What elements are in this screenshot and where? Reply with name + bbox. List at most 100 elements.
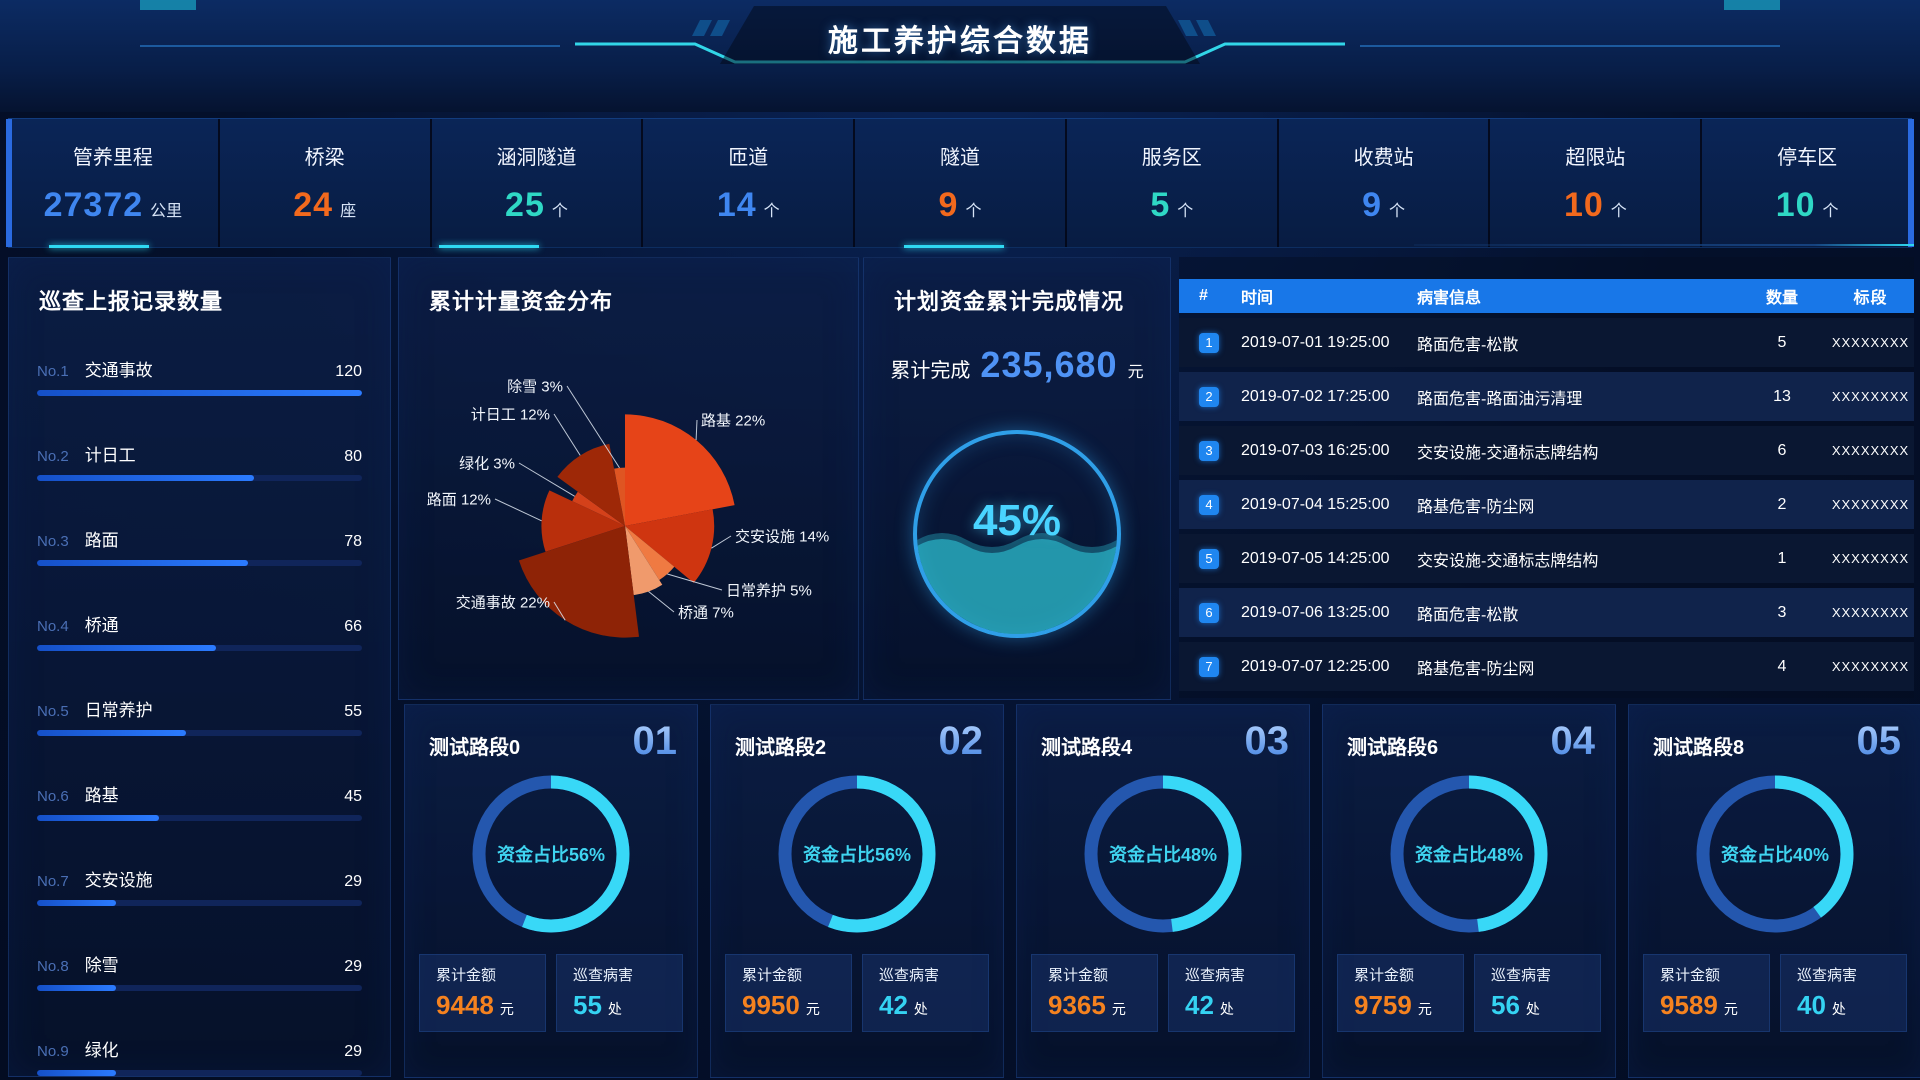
- stat-unit: 个: [763, 203, 780, 220]
- stat-value: 25: [505, 186, 545, 224]
- table-cell-index: 4: [1179, 494, 1241, 515]
- route-card-footer: 累计金额 9365 元 巡查病害 42 处: [1017, 942, 1309, 1032]
- table-header-cell: 时间: [1241, 290, 1274, 307]
- route-card-footer: 累计金额 9589 元 巡查病害 40 处: [1629, 942, 1920, 1032]
- row-index-badge: 6: [1199, 602, 1219, 623]
- defect-unit: 处: [1219, 1001, 1234, 1017]
- inspection-name: 路基: [84, 786, 119, 805]
- pie-leader-line: [518, 462, 575, 497]
- donut-svg: [1390, 775, 1548, 933]
- defect-label: 巡查病害: [1491, 967, 1552, 984]
- table-header-cell: 数量: [1765, 290, 1798, 307]
- fund-donut: 资金占比56%: [463, 766, 639, 942]
- route-card-title: 测试路段4: [1041, 737, 1133, 759]
- amount-unit: 元: [1417, 1001, 1432, 1017]
- pie-svg: [494, 385, 735, 638]
- inspection-rank: No.5: [37, 703, 69, 720]
- row-index-badge: 5: [1199, 548, 1219, 569]
- route-card-header: 测试路段4 03: [1017, 705, 1309, 764]
- pie-slice: [572, 491, 625, 526]
- table-cell-time: 2019-07-04 15:25:00: [1241, 495, 1390, 513]
- stat-value: 14: [716, 186, 757, 224]
- inspection-item-row: No.4 桥通 66: [37, 583, 362, 636]
- route-card-title: 测试路段6: [1347, 737, 1439, 759]
- donut-arc: [472, 775, 630, 933]
- table-cell-info: 路基危害-防尘网: [1417, 498, 1535, 516]
- pie-leader-line: [494, 498, 542, 522]
- defect-label: 巡查病害: [879, 967, 940, 984]
- amount-unit: 元: [1111, 1001, 1126, 1017]
- row-index-badge: 4: [1199, 494, 1219, 515]
- pie-leader-line: [711, 535, 732, 549]
- table-cell-info: 交安设施-交通标志牌结构: [1417, 444, 1599, 462]
- table-cell-time: 2019-07-03 16:25:00: [1241, 441, 1390, 459]
- donut-center-label: 资金占比56%: [802, 845, 912, 865]
- amount-label: 累计金额: [1354, 967, 1415, 984]
- amount-value-row: 9589 元: [1660, 990, 1769, 1021]
- stat-value: 24: [293, 186, 334, 224]
- row-index-badge: 7: [1199, 656, 1219, 677]
- inspection-value: 29: [344, 1043, 362, 1060]
- inspection-value: 78: [344, 533, 362, 550]
- inspection-bar-track: [37, 730, 362, 736]
- inspection-bar-fill: [37, 985, 116, 991]
- inspection-item-row: No.1 交通事故 120: [37, 328, 362, 381]
- inspection-item-row: No.9 绿化 29: [37, 1008, 362, 1061]
- gauge-total-unit: 元: [1127, 364, 1144, 381]
- defect-value-row: 55 处: [573, 990, 682, 1021]
- inspection-bar-fill: [37, 900, 116, 906]
- defect-value: 42: [1185, 990, 1214, 1020]
- liquid-wave: [917, 533, 1117, 634]
- donut-center-label: 资金占比56%: [496, 845, 606, 865]
- table-row: 5 2019-07-05 14:25:00 交安设施-交通标志牌结构 1 XXXXXXX…: [1179, 534, 1914, 583]
- amount-value: 9589: [1660, 990, 1718, 1020]
- stat-item: 匝道 14 个: [643, 119, 856, 247]
- stat-value: 10: [1775, 186, 1816, 224]
- stats-bar: 管养里程 27372 公里 桥梁 24 座涵洞隧道 25 个匝道 14 个隧道 9 个服务区 5 个收费站…: [6, 118, 1914, 248]
- inspection-value: 29: [344, 958, 362, 975]
- table-cell-count: 13: [1773, 387, 1791, 405]
- table-cell-section: XXXXXXXX: [1831, 443, 1910, 458]
- inspection-rank: No.7: [37, 873, 69, 890]
- defect-value: 56: [1491, 990, 1520, 1020]
- inspection-name: 桥通: [84, 616, 119, 635]
- table-cell-count: 4: [1777, 657, 1787, 675]
- inspection-name: 路面: [84, 531, 119, 550]
- amount-value: 9365: [1048, 990, 1106, 1020]
- amount-box: 累计金额 9589 元: [1643, 954, 1770, 1032]
- pie-slice: [614, 467, 625, 526]
- route-card-index: 04: [1550, 719, 1596, 763]
- route-card-header: 测试路段8 05: [1629, 705, 1920, 764]
- stat-unit: 个: [1822, 203, 1839, 220]
- defect-label: 巡查病害: [1185, 967, 1246, 984]
- table-cell-count: 3: [1777, 603, 1787, 621]
- stat-label: 匝道: [728, 147, 769, 169]
- route-card-index: 03: [1244, 719, 1290, 763]
- donut-arc: [1696, 775, 1854, 933]
- stat-item: 隧道 9 个: [855, 119, 1067, 247]
- pie-slice: [518, 526, 639, 638]
- gauge-panel: 计划资金累计完成情况 累计完成 235,680 元 45%: [863, 245, 1171, 700]
- pie-label: 交通事故 22%: [455, 594, 550, 612]
- donut-arc: [1084, 775, 1242, 933]
- table-cell-info: 路基危害-防尘网: [1417, 660, 1535, 678]
- gauge-percent: 45%: [972, 496, 1062, 545]
- stat-label: 停车区: [1777, 147, 1838, 169]
- defect-value-row: 56 处: [1491, 990, 1600, 1021]
- pie-leader-line: [667, 573, 723, 591]
- inspection-bar-track: [37, 645, 362, 651]
- table-row: 4 2019-07-04 15:25:00 路基危害-防尘网 2 XXXXXXXX: [1179, 480, 1914, 529]
- inspection-value: 120: [335, 363, 362, 380]
- defect-box: 巡查病害 42 处: [1168, 954, 1295, 1032]
- table-cell-count: 2: [1777, 495, 1787, 513]
- pie-leader-line: [695, 419, 698, 441]
- table-cell-count: 6: [1777, 441, 1787, 459]
- inspection-item-row: No.5 日常养护 55: [37, 668, 362, 721]
- stat-label: 涵洞隧道: [496, 147, 577, 169]
- inspection-bar-fill: [37, 815, 159, 821]
- row-index-badge: 2: [1199, 386, 1219, 407]
- amount-box: 累计金额 9365 元: [1031, 954, 1158, 1032]
- amount-unit: 元: [499, 1001, 514, 1017]
- amount-value-row: 9365 元: [1048, 990, 1157, 1021]
